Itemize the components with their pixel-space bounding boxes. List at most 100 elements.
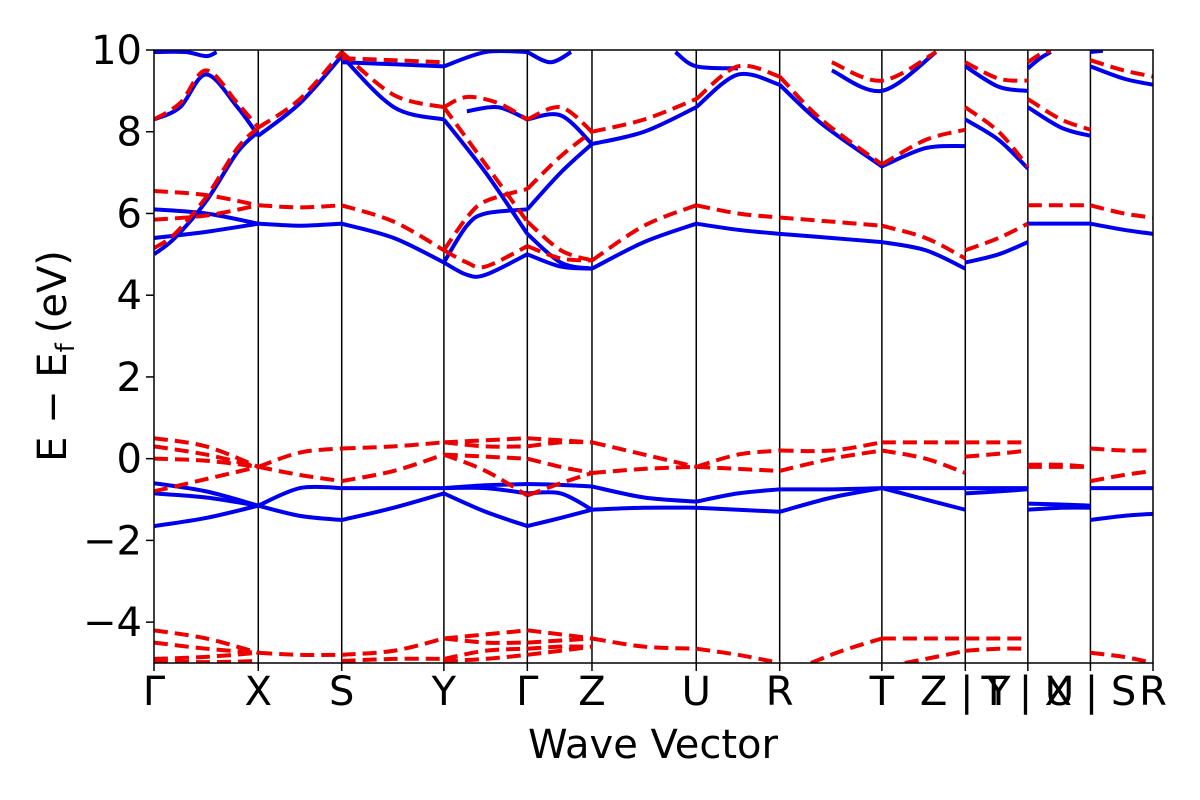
dashed-band-line [257, 464, 342, 484]
dashed-band-line [590, 203, 697, 263]
plot-frame [153, 49, 1154, 664]
solid-band-line [1027, 505, 1091, 512]
dashed-band-line [881, 448, 966, 475]
dashed-band-line [527, 440, 592, 449]
solid-band-line [257, 54, 344, 138]
dashed-band-line [527, 636, 593, 645]
x-tick-label: Y [431, 669, 457, 715]
solid-band-line [526, 507, 593, 529]
dashed-band-line [526, 456, 593, 475]
dashed-band-line [965, 448, 1029, 459]
dashed-band-line [154, 68, 260, 129]
solid-band-line [881, 143, 966, 169]
dashed-band-line [525, 130, 594, 191]
dashed-band-line [527, 436, 593, 445]
y-axis-title-main: E − E [30, 352, 76, 462]
dashed-band-line [154, 126, 260, 250]
dashed-band-line [904, 648, 966, 663]
dashed-band-line [154, 628, 259, 655]
dashed-band-line [964, 105, 1030, 168]
solid-band-line [341, 491, 445, 522]
solid-band-line [881, 240, 967, 271]
solid-band-line [154, 130, 260, 256]
solid-band-line [779, 486, 883, 514]
solid-band-line [779, 231, 883, 245]
dashed-band-line [526, 471, 593, 498]
dashed-band-line [696, 464, 780, 473]
solid-band-line [674, 50, 739, 71]
solid-band-line [1089, 64, 1153, 87]
dashed-band-line [340, 50, 445, 110]
dashed-band-line [779, 448, 883, 473]
solid-band-line [1090, 511, 1153, 522]
dashed-band-line [257, 446, 342, 469]
y-tick-label: 8 [117, 110, 142, 156]
dashed-band-line [591, 97, 697, 134]
dashed-band-line [154, 658, 259, 663]
y-axis-ticks: −4 −2 0 2 4 6 8 10 [83, 28, 154, 646]
dashed-band-line [442, 106, 529, 223]
dashed-band-line [257, 50, 344, 130]
dashed-band-line [443, 440, 528, 449]
dashed-band-line [964, 221, 1029, 253]
dashed-band-line [442, 244, 529, 270]
dashed-band-line [526, 105, 594, 134]
y-axis-title-subscript: f [51, 342, 81, 352]
dashed-band-line [258, 650, 342, 657]
solid-band-line [443, 50, 528, 69]
dashed-band-line [1026, 97, 1092, 132]
x-tick-label: Γ [143, 669, 166, 715]
solid-band-line [881, 486, 966, 512]
dashed-band-line [443, 652, 528, 663]
x-tick-label: Γ [516, 669, 539, 715]
dashed-band-line [527, 644, 592, 651]
solid-band-line [442, 118, 529, 236]
x-axis-title: Wave Vector [528, 722, 779, 768]
solid-band-line [442, 252, 529, 279]
solid-band-line [1090, 221, 1153, 236]
solid-band-line [154, 221, 259, 240]
dashed-band-line [779, 440, 883, 454]
dashed-band-line [1090, 650, 1153, 663]
solid-band-line [443, 491, 528, 528]
dashed-band-line [591, 464, 697, 475]
dashed-band-line [880, 127, 966, 167]
dashed-band-line [443, 636, 528, 645]
y-tick-label: 6 [117, 191, 142, 237]
x-tick-label: X | S [1045, 669, 1137, 715]
dashed-band-line [341, 56, 444, 65]
solid-band-line [257, 503, 342, 522]
dashed-band-line [525, 220, 593, 263]
solid-band-line [154, 491, 259, 508]
dashed-band-line [591, 440, 697, 469]
y-tick-label: 10 [91, 28, 142, 74]
dashed-band-line [527, 644, 593, 657]
dashed-band-line [341, 440, 445, 451]
dashed-band-line [965, 646, 1028, 653]
solid-band-line [964, 64, 1029, 93]
solid-band-line [257, 484, 342, 508]
solid-band-line [591, 105, 698, 146]
solid-band-line [964, 240, 1029, 265]
solid-band-line [154, 503, 259, 529]
dashed-band-line [964, 60, 1028, 83]
dashed-band-line [341, 636, 445, 657]
solid-band-line [778, 83, 884, 169]
solid-band-line [696, 505, 780, 514]
dashed-band-line [831, 50, 938, 83]
band-lines [154, 50, 1153, 663]
x-tick-label: T [869, 669, 895, 715]
x-tick-label: T | U [981, 669, 1075, 715]
dashed-band-line [443, 452, 529, 498]
dashed-band-line [258, 203, 342, 210]
dashed-band-line [881, 223, 967, 261]
y-tick-label: −2 [83, 518, 142, 564]
solid-band-line [525, 142, 594, 211]
x-tick-label: R [1139, 669, 1167, 715]
dashed-band-line [695, 203, 780, 220]
y-axis-title: E − Ef (eV) [30, 250, 81, 462]
x-tick-label: X [245, 669, 272, 715]
y-tick-label: −4 [83, 600, 142, 646]
